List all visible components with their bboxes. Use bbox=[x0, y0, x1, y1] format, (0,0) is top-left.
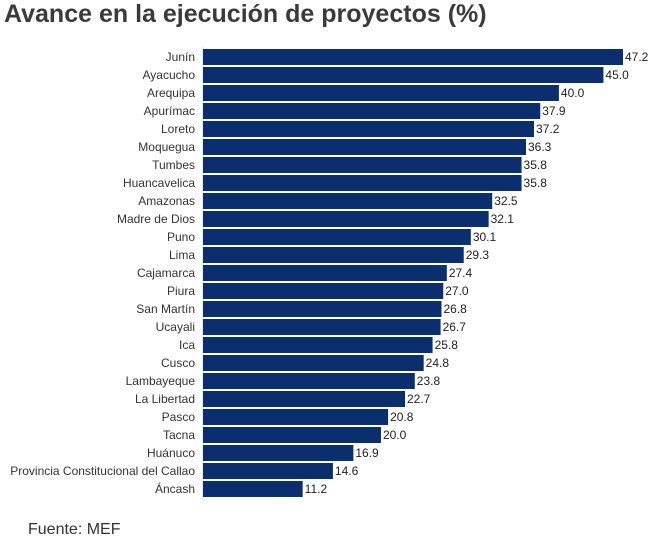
category-label: Huánuco bbox=[147, 446, 195, 460]
bar bbox=[203, 247, 464, 263]
chart-title: Avance en la ejecución de proyectos (%) bbox=[4, 0, 487, 28]
value-label: 37.2 bbox=[536, 122, 560, 136]
category-label: Lambayeque bbox=[126, 374, 196, 388]
bar bbox=[203, 85, 559, 101]
bar bbox=[203, 391, 405, 407]
bar bbox=[203, 337, 433, 353]
category-label: Lima bbox=[169, 248, 195, 262]
value-label: 26.7 bbox=[443, 320, 467, 334]
bar bbox=[203, 283, 444, 299]
category-label: Tacna bbox=[163, 428, 195, 442]
bars-group: Junín 47.2 Ayacucho 45.0 Arequipa 40.0 Apuríma… bbox=[10, 47, 649, 501]
category-label: Moquegua bbox=[138, 140, 195, 154]
bar bbox=[203, 67, 604, 83]
category-label: Apurímac bbox=[144, 104, 195, 118]
bar-chart: Junín 47.2 Ayacucho 45.0 Arequipa 40.0 Apuríma… bbox=[10, 47, 649, 501]
value-label: 47.2 bbox=[625, 50, 649, 64]
bar bbox=[203, 445, 354, 461]
category-label: Áncash bbox=[155, 481, 195, 496]
bar bbox=[203, 265, 447, 281]
value-label: 24.8 bbox=[426, 356, 450, 370]
category-label: Huancavelica bbox=[123, 176, 195, 190]
bar bbox=[203, 301, 442, 317]
category-label: Arequipa bbox=[147, 86, 195, 100]
bar bbox=[203, 193, 493, 209]
category-label: Madre de Dios bbox=[117, 212, 195, 226]
bar bbox=[203, 481, 303, 497]
value-label: 23.8 bbox=[417, 374, 441, 388]
bar bbox=[203, 211, 489, 227]
category-label: Ucayali bbox=[156, 320, 195, 334]
value-label: 11.2 bbox=[305, 482, 328, 496]
category-label: Cajamarca bbox=[137, 266, 195, 280]
bar bbox=[203, 229, 471, 245]
category-label: Provincia Constitucional del Callao bbox=[10, 464, 195, 478]
value-label: 37.9 bbox=[542, 104, 566, 118]
category-label: Tumbes bbox=[152, 158, 195, 172]
category-label: Amazonas bbox=[138, 194, 195, 208]
bar bbox=[203, 427, 381, 443]
source-note: Fuente: MEF bbox=[28, 521, 121, 538]
bar bbox=[203, 355, 424, 371]
bar bbox=[203, 373, 415, 389]
value-label: 40.0 bbox=[561, 86, 585, 100]
value-label: 26.8 bbox=[443, 302, 467, 316]
value-label: 29.3 bbox=[466, 248, 490, 262]
value-label: 35.8 bbox=[524, 158, 548, 172]
value-label: 32.1 bbox=[491, 212, 515, 226]
value-label: 27.0 bbox=[445, 284, 469, 298]
bar bbox=[203, 409, 389, 425]
value-label: 30.1 bbox=[473, 230, 497, 244]
category-label: Ica bbox=[179, 338, 195, 352]
category-label: Junín bbox=[166, 50, 195, 64]
bar bbox=[203, 157, 522, 173]
category-label: Cusco bbox=[161, 356, 195, 370]
value-label: 32.5 bbox=[494, 194, 518, 208]
category-label: La Libertad bbox=[135, 392, 195, 406]
value-label: 36.3 bbox=[528, 140, 552, 154]
value-label: 20.0 bbox=[383, 428, 407, 442]
category-label: Pasco bbox=[162, 410, 196, 424]
value-label: 16.9 bbox=[355, 446, 379, 460]
bar bbox=[203, 463, 333, 479]
bar bbox=[203, 103, 541, 119]
value-label: 45.0 bbox=[605, 68, 629, 82]
category-label: San Martín bbox=[136, 302, 195, 316]
category-label: Piura bbox=[167, 284, 195, 298]
bar bbox=[203, 49, 623, 65]
category-label: Ayacucho bbox=[143, 68, 196, 82]
value-label: 22.7 bbox=[407, 392, 431, 406]
bar bbox=[203, 175, 522, 191]
value-label: 14.6 bbox=[335, 464, 359, 478]
value-label: 35.8 bbox=[524, 176, 548, 190]
value-label: 25.8 bbox=[435, 338, 459, 352]
bar bbox=[203, 139, 527, 155]
value-label: 27.4 bbox=[449, 266, 473, 280]
category-label: Puno bbox=[167, 230, 195, 244]
bar bbox=[203, 319, 441, 335]
bar bbox=[203, 121, 535, 137]
category-label: Loreto bbox=[161, 122, 195, 136]
value-label: 20.8 bbox=[390, 410, 414, 424]
